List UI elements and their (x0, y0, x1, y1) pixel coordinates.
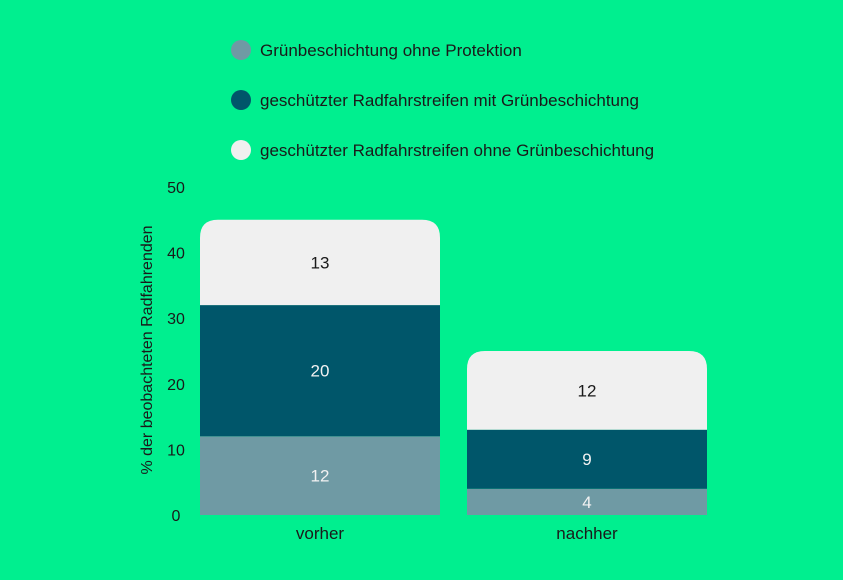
bar-nachher-series-1 (467, 488, 707, 515)
data-label-nachher-series-3: 12 (578, 381, 597, 400)
data-label-vorher-series-3: 13 (311, 253, 330, 272)
y-tick-label-0: 0 (172, 508, 181, 525)
bar-nachher-series-2 (467, 429, 707, 489)
y-tick-label-20: 20 (167, 377, 185, 394)
legend-swatch-1 (231, 40, 251, 60)
y-axis: 0 10 20 30 40 50 (167, 180, 185, 525)
data-label-vorher-series-2: 20 (311, 362, 330, 381)
legend-swatch-3 (231, 140, 251, 160)
legend-label-3: geschützter Radfahrstreifen ohne Grünbes… (260, 141, 654, 160)
legend-swatch-2 (231, 90, 251, 110)
y-axis-title: % der beobachteten Radfahrenden (139, 225, 156, 474)
data-label-nachher-series-1: 4 (582, 493, 591, 512)
data-label-vorher-series-1: 12 (311, 467, 330, 486)
x-tick-label-vorher: vorher (296, 524, 345, 543)
legend-label-2: geschützter Radfahrstreifen mit Grünbesc… (260, 91, 639, 110)
x-tick-label-nachher: nachher (556, 524, 618, 543)
bars: 12 20 13 4 9 12 (200, 219, 707, 515)
bar-vorher-series-1 (200, 436, 440, 515)
y-tick-label-30: 30 (167, 311, 185, 328)
data-label-nachher-series-2: 9 (582, 450, 591, 469)
x-axis: vorher nachher (296, 524, 618, 543)
bar-nachher-series-3 (467, 351, 707, 430)
y-tick-label-40: 40 (167, 246, 185, 263)
y-tick-label-50: 50 (167, 180, 185, 197)
legend: Grünbeschichtung ohne Protektion geschütz… (231, 40, 654, 160)
y-tick-label-10: 10 (167, 442, 185, 459)
legend-label-1: Grünbeschichtung ohne Protektion (260, 41, 522, 60)
bar-vorher-series-2 (200, 305, 440, 437)
bar-vorher-series-3 (200, 219, 440, 306)
